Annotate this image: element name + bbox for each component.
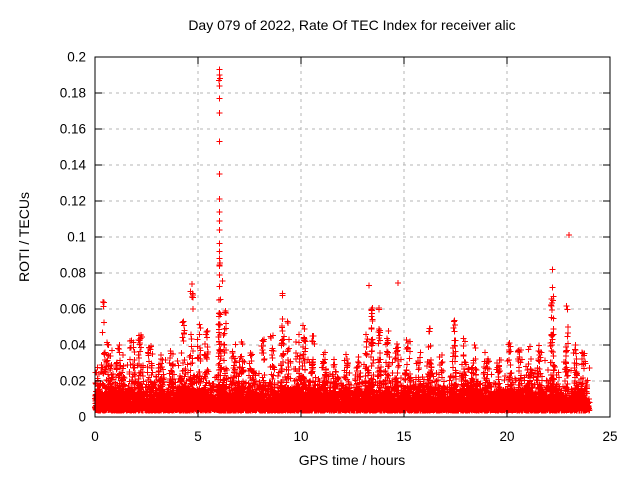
y-tick-labels: 0 0.02 0.04 0.06 0.08 0.1 0.12 0.14 0.16 0.18 0.2 (60, 50, 87, 425)
y-tick-label: 0.12 (60, 194, 86, 209)
y-tick-label: 0.02 (60, 374, 86, 389)
x-tick-label: 0 (91, 429, 99, 444)
plot-border (94, 56, 611, 418)
y-tick-label: 0.04 (60, 338, 87, 353)
y-tick-label: 0.18 (60, 86, 86, 101)
y-tick-label: 0.08 (60, 266, 86, 281)
y-tick-label: 0.1 (67, 230, 86, 245)
y-tick-label: 0.16 (60, 122, 86, 137)
x-tick-labels: 0 5 10 15 20 25 (91, 429, 617, 444)
y-tick-label: 0.14 (60, 158, 87, 173)
y-tick-label: 0.06 (60, 302, 86, 317)
chart-title: Day 079 of 2022, Rate Of TEC Index for r… (188, 17, 516, 33)
x-tick-label: 5 (194, 429, 202, 444)
x-tick-label: 15 (396, 429, 411, 444)
y-tick-label: 0 (78, 410, 86, 425)
gridlines (102, 64, 603, 410)
x-tick-label: 10 (293, 429, 308, 444)
x-axis-label: GPS time / hours (298, 452, 406, 468)
x-tick-label: 20 (499, 429, 514, 444)
data-points (92, 66, 593, 414)
x-tick-label: 25 (602, 429, 617, 444)
y-tick-label: 0.2 (67, 50, 86, 65)
y-axis-label: ROTI / TECUs (16, 192, 32, 282)
